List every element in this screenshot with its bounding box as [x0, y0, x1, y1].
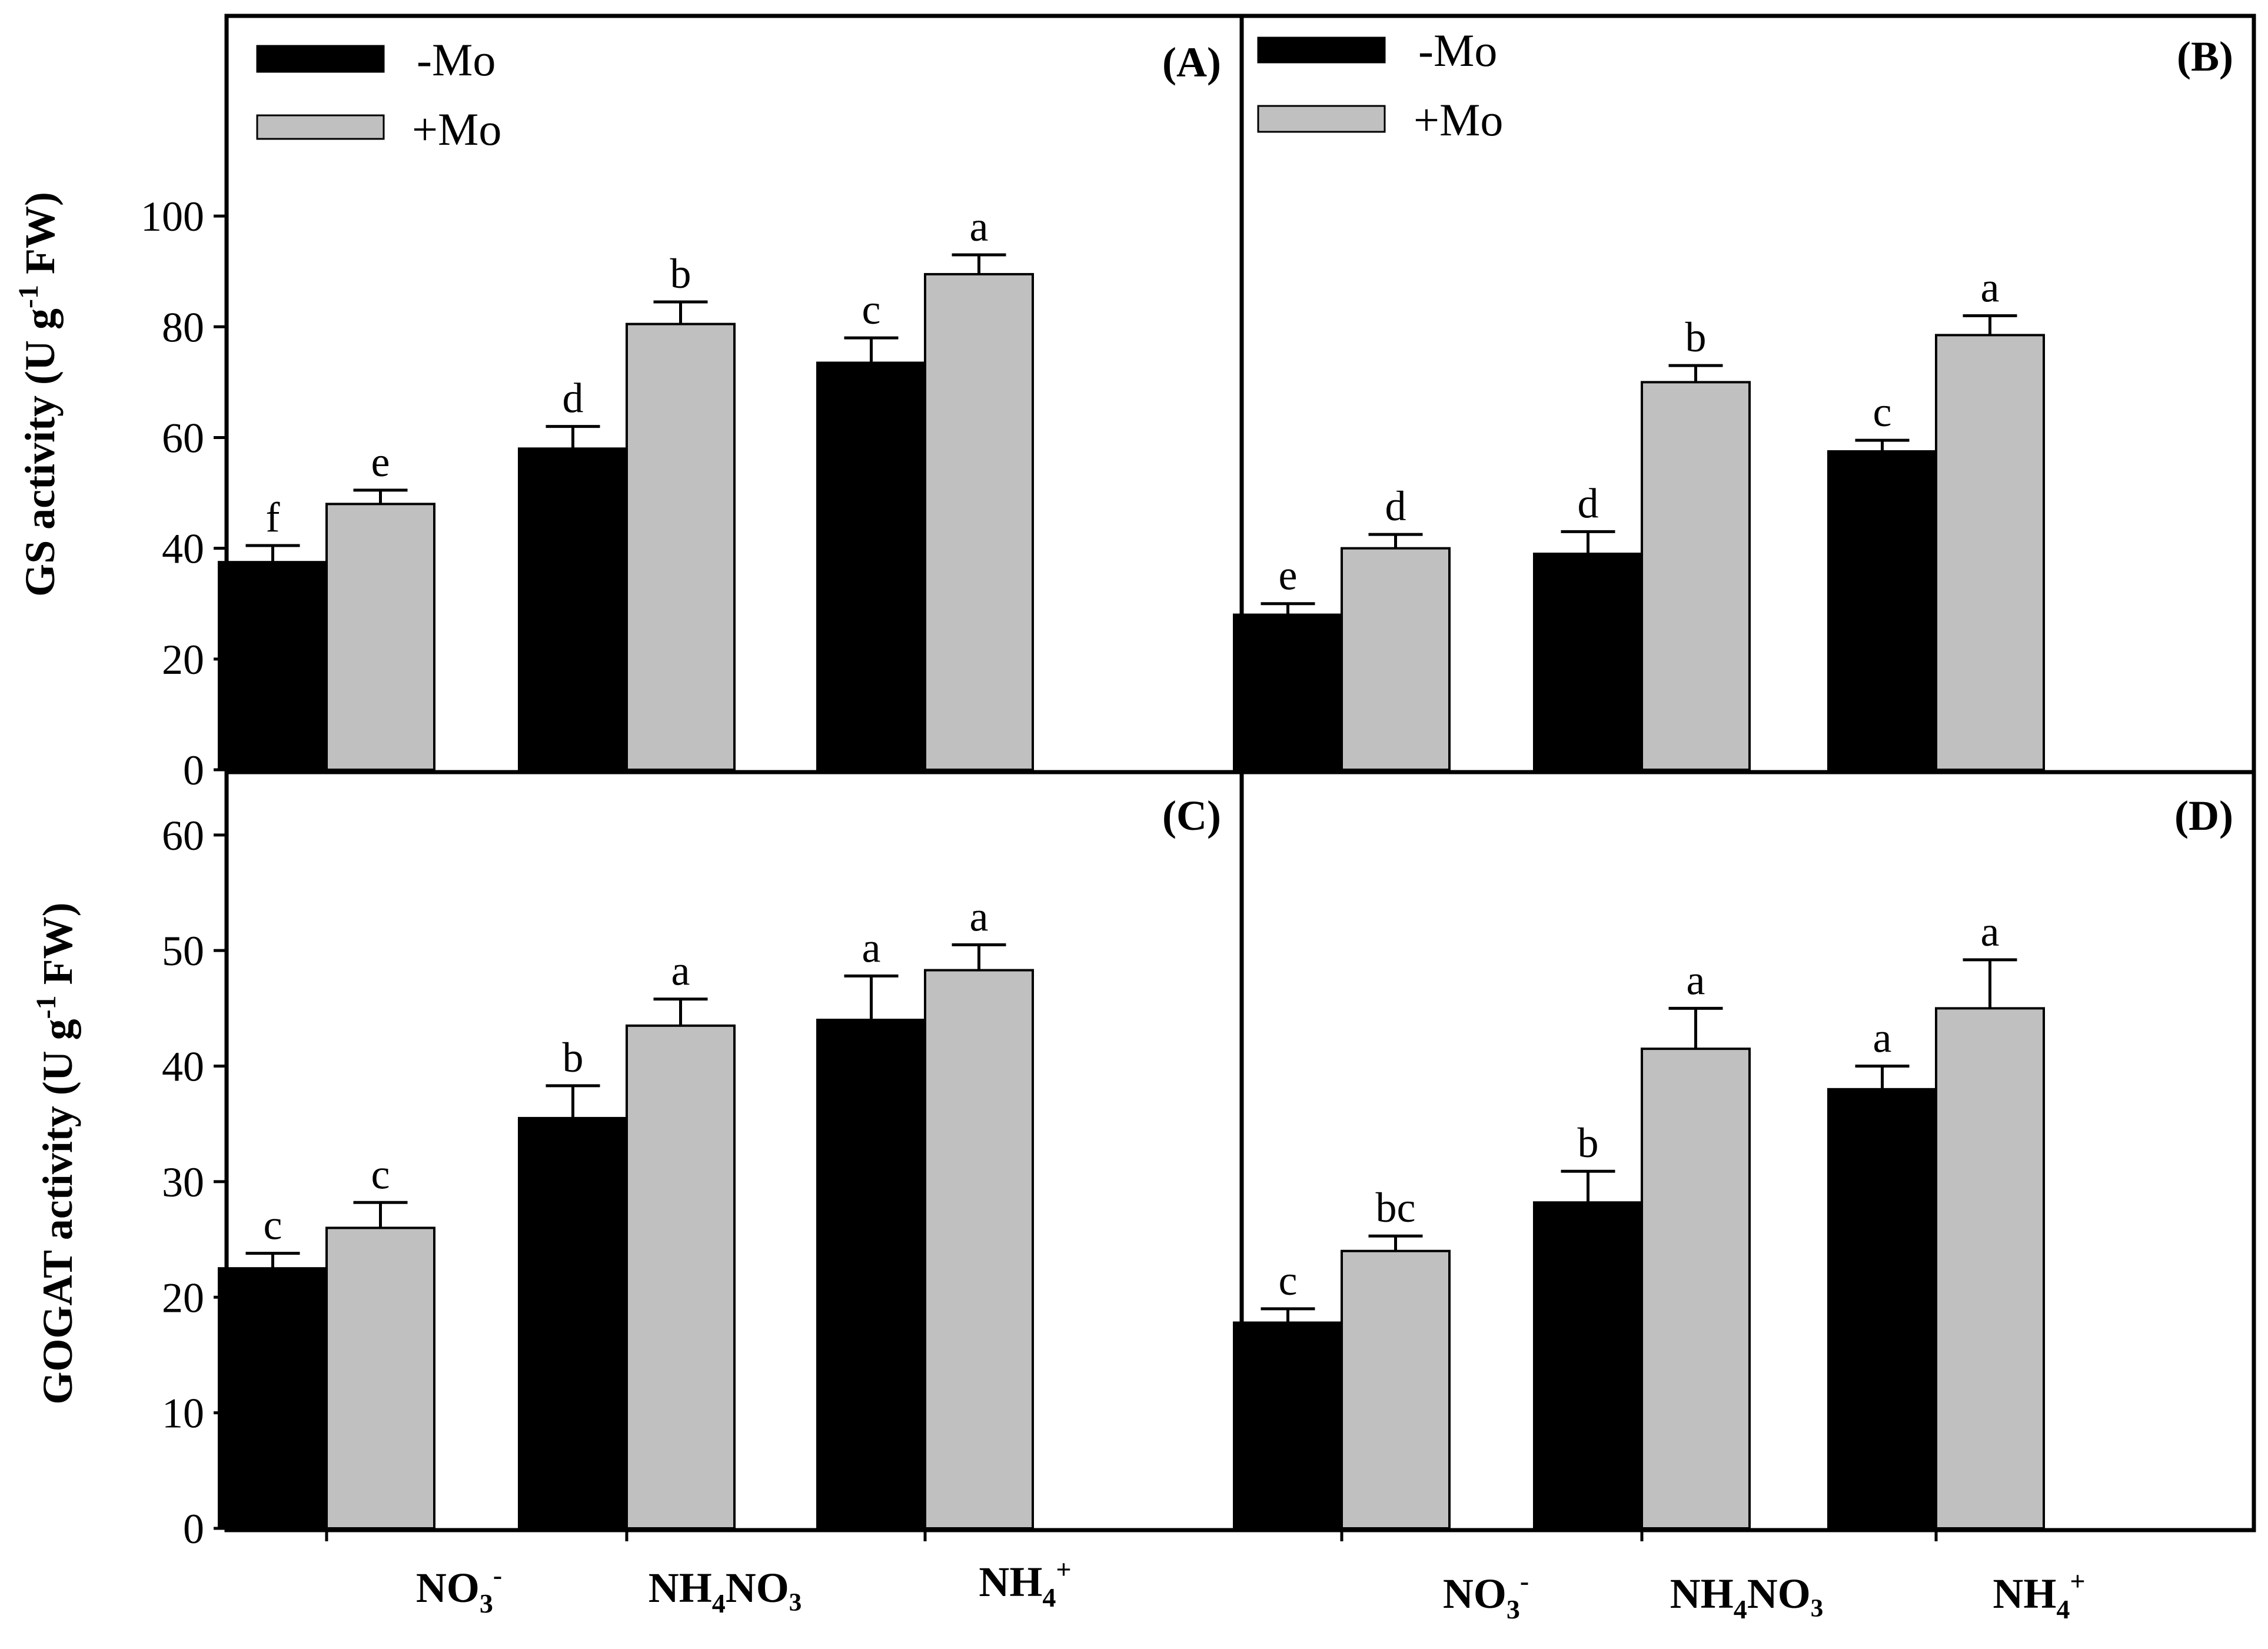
panel-a-bar-minus-mo-no3 — [218, 561, 328, 771]
panel-label-a: (A) — [1162, 39, 1221, 86]
legend-b-label-minus-mo: -Mo — [1418, 25, 1497, 76]
panel-c-y-tick-label-20: 20 — [162, 1274, 204, 1321]
panel-a-sig-letter-minus-mo-nh4no3: d — [563, 375, 584, 422]
y-axis-title-gogat: GOGAT activity (U g-1 FW) — [31, 902, 81, 1404]
panel-b-bar-plus-mo-no3 — [1341, 547, 1451, 771]
panel-c-y-tick-label-10: 10 — [162, 1390, 204, 1437]
panel-b-bar-plus-mo-nh4 — [1935, 334, 2045, 771]
panel-a-sig-letter-minus-mo-no3: f — [266, 494, 280, 541]
legend-a-swatch-plus-mo — [256, 114, 385, 140]
panel-d-bar-minus-mo-nh4 — [1827, 1088, 1937, 1530]
legend-b: -Mo +Mo — [1257, 25, 1503, 145]
panel-d-bar-plus-mo-nh4 — [1935, 1007, 2045, 1530]
panel-a-y-tick-label-0: 0 — [183, 747, 204, 794]
panel-a-y-tick-label-100: 100 — [141, 193, 204, 240]
legend-b-swatch-minus-mo — [1257, 36, 1386, 64]
panel-a-sig-letter-plus-mo-nh4: a — [970, 203, 989, 250]
panel-a-y-tick-label-60: 60 — [162, 414, 204, 461]
legend-a-label-minus-mo: -Mo — [417, 34, 495, 85]
panel-c-bar-minus-mo-nh4 — [816, 1019, 926, 1530]
panel-c-y-tick-label-50: 50 — [162, 927, 204, 975]
legend-b-swatch-plus-mo — [1257, 105, 1386, 133]
panel-a-sig-letter-plus-mo-no3: e — [371, 438, 390, 486]
panel-c-bar-plus-mo-nh4 — [924, 969, 1034, 1530]
y-axis-title-gs: GS activity (U g-1 FW) — [13, 192, 64, 597]
legend-a-label-plus-mo: +Mo — [412, 104, 501, 155]
panel-d-sig-letter-minus-mo-no3: c — [1279, 1257, 1298, 1304]
panel-d-sig-letter-plus-mo-nh4no3: a — [1687, 956, 1705, 1003]
x-category-label-no3-left: NO3- — [416, 1560, 502, 1618]
panel-d-sig-letter-minus-mo-nh4: a — [1873, 1015, 1892, 1062]
panel-c-bar-minus-mo-no3 — [218, 1267, 328, 1530]
x-category-label-nh4no3-right: NH4NO₃ — [1670, 1570, 1824, 1624]
panel-c-sig-letter-plus-mo-nh4no3: a — [671, 947, 690, 995]
x-category-label-nh4no3-left: NH4NO₃ — [649, 1564, 802, 1618]
panel-d-bar-plus-mo-nh4no3 — [1641, 1048, 1751, 1530]
panel-c-sig-letter-plus-mo-nh4: a — [970, 893, 989, 940]
panel-label-b: (B) — [2177, 33, 2233, 80]
panel-a-bar-plus-mo-nh4 — [924, 272, 1034, 771]
x-category-label-nh4-left: NH4+ — [979, 1554, 1071, 1613]
panel-d-bar-minus-mo-no3 — [1233, 1321, 1343, 1530]
panel-a-bar-plus-mo-nh4no3 — [626, 323, 736, 771]
panel-b-sig-letter-plus-mo-no3: d — [1385, 483, 1406, 530]
panel-frame-d — [1239, 770, 2256, 1532]
panel-c-bar-plus-mo-no3 — [325, 1226, 435, 1530]
panel-d-sig-letter-plus-mo-no3: bc — [1376, 1184, 1416, 1231]
panel-c-bar-minus-mo-nh4no3 — [518, 1116, 628, 1530]
panel-c-sig-letter-minus-mo-nh4: a — [862, 924, 881, 971]
panel-b-sig-letter-plus-mo-nh4: a — [1981, 264, 2000, 311]
panel-label-c: (C) — [1162, 792, 1221, 839]
panel-c-y-tick-label-60: 60 — [162, 812, 204, 859]
panel-c-bar-plus-mo-nh4no3 — [626, 1024, 736, 1530]
panel-a-sig-letter-plus-mo-nh4no3: b — [670, 250, 691, 297]
panel-b-sig-letter-minus-mo-no3: e — [1279, 552, 1298, 599]
panel-a-bar-plus-mo-no3 — [325, 503, 435, 772]
legend-a: -Mo +Mo — [256, 34, 501, 155]
panel-a-y-tick-label-80: 80 — [162, 304, 204, 351]
panel-c-y-tick-label-40: 40 — [162, 1043, 204, 1091]
panel-d-sig-letter-plus-mo-nh4: a — [1981, 908, 2000, 955]
legend-b-label-plus-mo: +Mo — [1414, 94, 1503, 145]
panel-c-sig-letter-minus-mo-nh4no3: b — [563, 1034, 584, 1081]
chart-marks: 0 20 40 60 80 100 f d c e b a e d c d b a 0 10 20 30 40 50 60 c b a… — [141, 193, 2045, 1552]
panel-a-bar-minus-mo-nh4 — [816, 361, 926, 771]
panel-b-bar-plus-mo-nh4no3 — [1641, 381, 1751, 771]
panel-d-bar-plus-mo-no3 — [1341, 1249, 1451, 1530]
panel-a-y-tick-label-40: 40 — [162, 526, 204, 573]
panel-c-sig-letter-plus-mo-no3: c — [371, 1151, 390, 1198]
panel-d-sig-letter-minus-mo-nh4no3: b — [1578, 1119, 1599, 1166]
panel-label-d: (D) — [2174, 792, 2233, 839]
panel-a-sig-letter-minus-mo-nh4: c — [862, 286, 881, 333]
panel-c-y-tick-label-0: 0 — [183, 1505, 204, 1552]
panel-b-sig-letter-minus-mo-nh4no3: d — [1578, 480, 1599, 527]
panel-b-bar-minus-mo-nh4 — [1827, 450, 1937, 771]
panel-a-y-tick-label-20: 20 — [162, 636, 204, 683]
panel-b-bar-minus-mo-nh4no3 — [1533, 553, 1643, 771]
panel-c-y-tick-label-30: 30 — [162, 1159, 204, 1206]
panel-a-bar-minus-mo-nh4no3 — [518, 447, 628, 771]
panel-d-bar-minus-mo-nh4no3 — [1533, 1201, 1643, 1530]
panel-b-sig-letter-plus-mo-nh4no3: b — [1685, 314, 1707, 361]
panel-b-bar-minus-mo-no3 — [1233, 613, 1343, 771]
x-category-label-no3-right: NO3- — [1443, 1566, 1529, 1624]
x-category-label-nh4-right: NH4+ — [1993, 1566, 2085, 1624]
panel-b-sig-letter-minus-mo-nh4: c — [1873, 388, 1892, 435]
legend-a-swatch-minus-mo — [256, 45, 385, 73]
panel-c-sig-letter-minus-mo-no3: c — [264, 1202, 282, 1249]
